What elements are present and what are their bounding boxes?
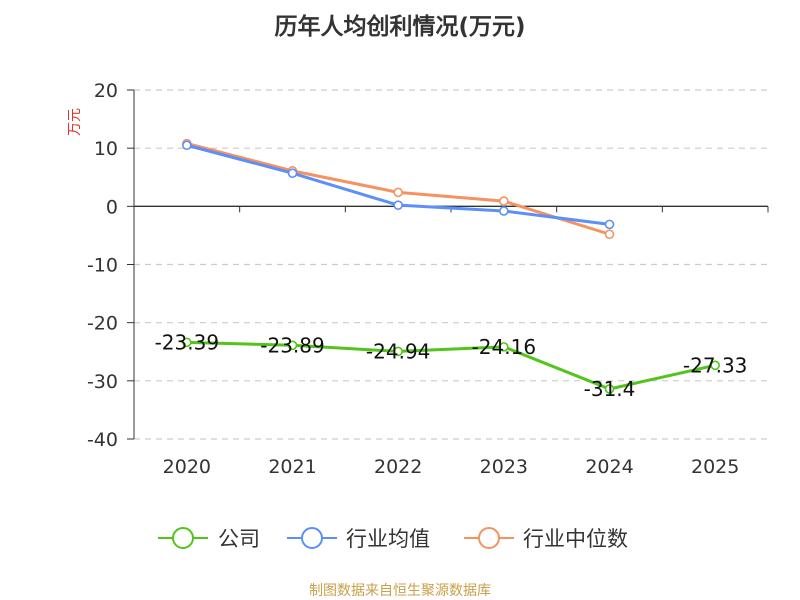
data-point: [499, 342, 509, 352]
y-tick-label: 0: [106, 196, 118, 218]
data-point: [393, 187, 403, 198]
data-point: [182, 140, 192, 151]
data-point: [393, 346, 403, 357]
data-label: -31.4: [584, 377, 636, 401]
x-tick-label: 2024: [585, 456, 633, 478]
y-tick-label: -10: [87, 255, 118, 277]
x-tick-label: 2021: [268, 456, 316, 478]
data-point: [604, 219, 615, 230]
data-point: [604, 384, 615, 394]
data-point: [287, 340, 298, 351]
legend-marker: [172, 527, 194, 549]
data-label: -24.94: [366, 339, 430, 363]
data-label: -23.89: [260, 333, 324, 357]
y-tick-label: -40: [87, 429, 118, 451]
series-layer: [182, 138, 720, 394]
data-point: [499, 206, 509, 216]
data-label: -27.33: [683, 353, 747, 377]
y-tick-label: 20: [94, 80, 118, 102]
data-point: [499, 196, 509, 206]
legend-label: 行业均值: [346, 527, 430, 551]
y-tick-label: -30: [87, 371, 118, 393]
legend-marker: [301, 527, 323, 549]
x-tick-label: 2022: [374, 456, 422, 478]
x-tick-label: 2025: [691, 456, 739, 478]
data-point: [393, 200, 403, 210]
legend: 公司 行业均值 行业中位数: [158, 527, 628, 551]
source-note: 制图数据来自恒生聚源数据库: [309, 583, 491, 599]
chart-title: 历年人均创利情况(万元): [274, 13, 525, 40]
legend-marker: [478, 527, 500, 549]
data-point: [604, 229, 615, 240]
x-tick-label: 2023: [480, 456, 528, 478]
legend-label: 行业中位数: [523, 527, 628, 551]
y-tick-label: -20: [87, 313, 118, 335]
legend-label: 公司: [218, 527, 260, 551]
y-axis-unit: 万元: [67, 108, 83, 136]
grid: [134, 89, 768, 440]
series-line: [185, 143, 611, 226]
data-point: [287, 168, 298, 178]
data-point: [710, 360, 720, 371]
data-labels: -23.39 -23.89 -24.94 -24.16 -31.4 -27.33: [155, 330, 748, 401]
data-label: -24.16: [472, 335, 536, 359]
axes: 20 10 0 -10 -20 -30 -40 2020 2021 2022 2023 2024 202…: [87, 80, 769, 478]
series-line: [185, 340, 717, 391]
x-tick-label: 2020: [163, 456, 211, 478]
y-tick-label: 10: [94, 138, 118, 160]
data-point: [182, 337, 192, 348]
data-label: -23.39: [155, 330, 219, 354]
